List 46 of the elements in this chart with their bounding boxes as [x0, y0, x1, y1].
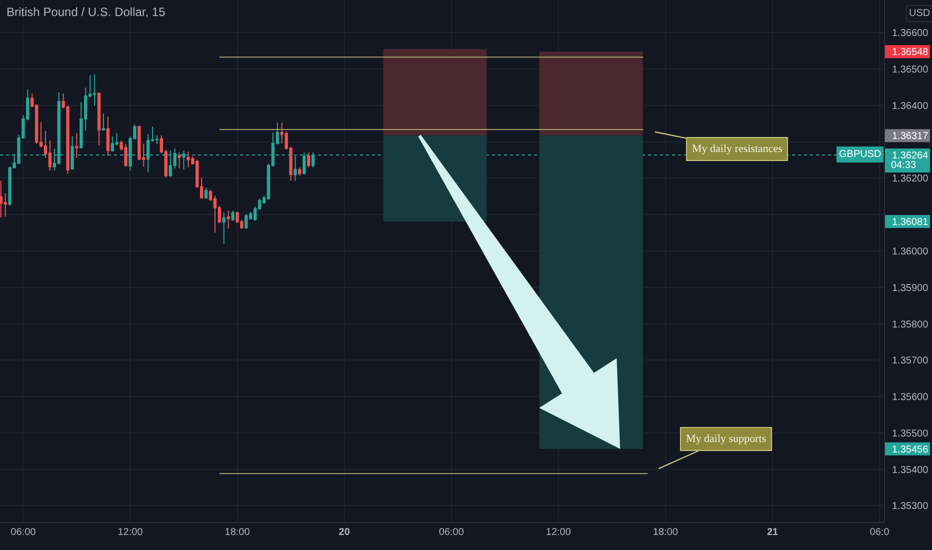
y-tick-label: 1.35700 — [892, 356, 929, 367]
y-tick-label: 1.36317 — [892, 131, 929, 142]
y-tick-label: 1.36000 — [892, 246, 929, 258]
x-tick-label: 18:00 — [224, 527, 250, 538]
y-tick-label: 1.35456 — [892, 444, 929, 456]
candlestick — [102, 112, 106, 132]
bar — [539, 52, 643, 136]
y-tick-label: 1.35800 — [892, 319, 929, 330]
candlestick — [106, 116, 110, 156]
candlestick — [231, 210, 234, 222]
bar — [383, 49, 487, 136]
annotation: My daily resistances — [692, 143, 782, 155]
ref-line-label: GBPUSD — [839, 149, 882, 160]
candlestick — [178, 152, 181, 169]
x-tick-label: 21 — [766, 527, 778, 538]
text: 04:33 — [891, 160, 916, 171]
chart-title: British Pound / U.S. Dollar, 15 — [6, 4, 166, 19]
x-tick-label: 06:00 — [438, 527, 464, 538]
candlestick — [226, 210, 230, 230]
x-tick-label: 12:00 — [118, 527, 144, 538]
candlestick — [75, 132, 78, 158]
y-tick-label: 1.35500 — [892, 428, 929, 440]
x-tick-label: 06:0 — [870, 527, 890, 538]
y-tick-label: 1.36200 — [892, 174, 929, 185]
annotation: My daily supports — [686, 433, 766, 445]
candlestick — [92, 74, 96, 106]
y-tick-label: 1.35600 — [892, 392, 929, 403]
x-tick-label: 06:00 — [10, 527, 36, 538]
y-tick-label: 1.35300 — [892, 501, 929, 512]
x-tick-label: 20 — [338, 527, 350, 538]
y-tick-label: 1.36264 — [892, 150, 929, 162]
x-tick-label: 12:00 — [546, 527, 572, 538]
x-tick-label: 18:00 — [652, 527, 678, 538]
candlestick — [222, 212, 226, 244]
y-tick-label: 1.36548 — [892, 47, 929, 58]
candlestick — [97, 92, 101, 146]
candlestick — [307, 152, 310, 168]
y-tick-label: 1.36400 — [892, 100, 929, 112]
candlestick — [298, 166, 302, 176]
y-tick-label: 1.36500 — [892, 64, 929, 76]
y-tick-label: 1.36081 — [892, 217, 929, 228]
candlestick — [204, 187, 208, 200]
y-tick-label: 1.36600 — [892, 28, 929, 40]
y-axis-title: USD — [909, 8, 930, 19]
y-tick-label: 1.35400 — [892, 464, 929, 476]
y-tick-label: 1.35900 — [892, 282, 929, 294]
